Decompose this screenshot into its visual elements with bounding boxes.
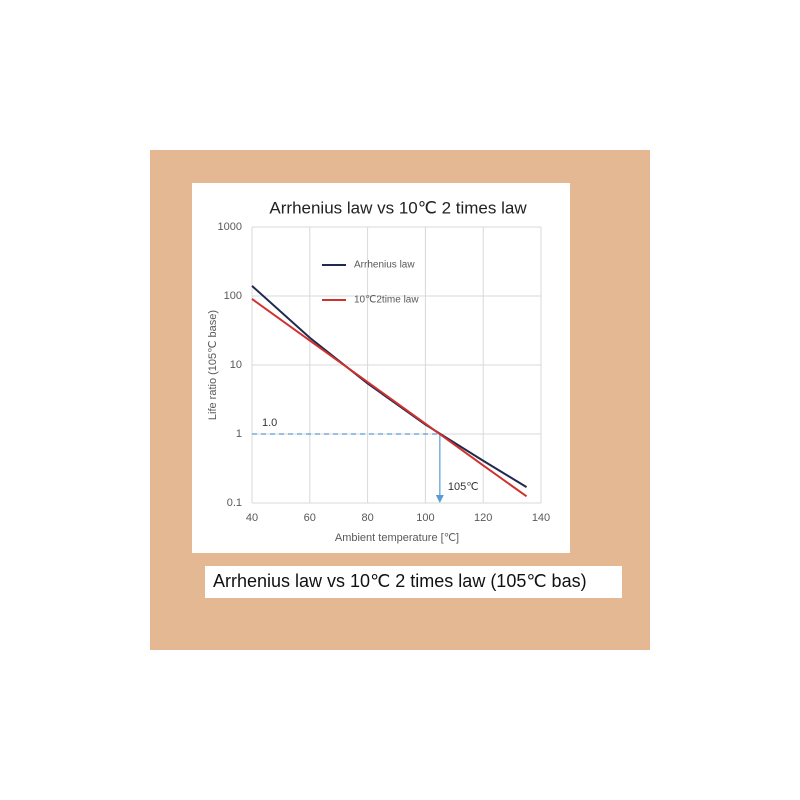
y-tick-label: 1	[236, 428, 242, 440]
arrow-head	[435, 495, 444, 503]
line	[251, 298, 528, 498]
caption: Arrhenius law vs 10℃ 2 times law (105℃ b…	[213, 571, 587, 591]
y-axis-label: Life ratio (105℃ base)	[207, 310, 219, 420]
chart-title: Arrhenius law vs 10℃ 2 times law	[269, 198, 527, 217]
y-tick-label: 100	[224, 290, 242, 302]
caption-box	[205, 566, 622, 598]
x-tick-label: 60	[304, 512, 316, 524]
legend-label: 10℃2time law	[354, 295, 419, 306]
x-tick-label: 100	[416, 512, 434, 524]
y-tick-label: 0.1	[227, 497, 242, 509]
x-tick-label: 40	[246, 512, 258, 524]
x-tick-label: 140	[532, 512, 550, 524]
x-tick-label: 80	[361, 512, 373, 524]
annotation: 105℃	[448, 481, 479, 493]
chart-panel	[192, 183, 570, 553]
annotation: 1.0	[262, 417, 277, 429]
legend-label: Arrhenius law	[354, 260, 415, 271]
x-tick-label: 120	[474, 512, 492, 524]
y-tick-label: 10	[230, 359, 242, 371]
y-tick-label: 1000	[218, 221, 242, 233]
x-axis-label: Ambient temperature [℃]	[335, 532, 459, 544]
